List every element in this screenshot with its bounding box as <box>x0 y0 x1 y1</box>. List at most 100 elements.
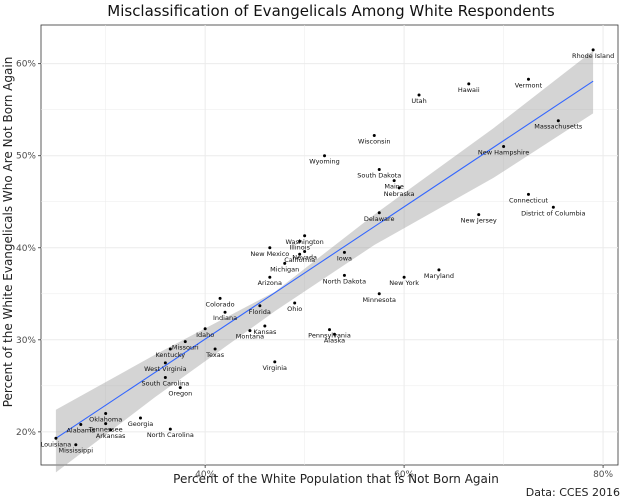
point-michigan <box>283 261 287 265</box>
label-new-york: New York <box>389 279 419 287</box>
plot-panel <box>40 24 619 466</box>
label-washington: Washington <box>286 238 324 246</box>
y-tick-label: 40% <box>16 244 36 254</box>
label-montana: Montana <box>236 333 264 341</box>
label-georgia: Georgia <box>128 420 154 428</box>
label-massachusetts: Massachusetts <box>534 123 583 131</box>
point-new-jersey <box>477 213 481 217</box>
y-tick-label: 60% <box>16 60 36 70</box>
trend-line <box>55 80 594 439</box>
y-tick-label: 30% <box>16 336 36 346</box>
label-maryland: Maryland <box>424 272 454 280</box>
label-florida: Florida <box>249 308 271 316</box>
y-tick-label: 50% <box>16 152 36 162</box>
point-wisconsin <box>372 133 376 137</box>
grid-lines <box>41 25 618 465</box>
label-arizona: Arizona <box>258 279 282 287</box>
label-south-carolina: South Carolina <box>142 380 190 388</box>
label-new-jersey: New Jersey <box>461 217 497 225</box>
point-illinois <box>298 239 302 243</box>
x-tick-label: 60% <box>394 470 414 480</box>
label-tennessee: Tennessee <box>88 426 123 434</box>
chart-title: Misclassification of Evangelicals Among … <box>107 2 555 20</box>
label-alaska: Alaska <box>324 336 345 344</box>
y-tick-label: 20% <box>16 428 36 438</box>
label-oregon: Oregon <box>168 390 192 398</box>
label-vermont: Vermont <box>515 81 543 89</box>
data-points <box>54 48 595 447</box>
label-wisconsin: Wisconsin <box>358 137 390 145</box>
point-louisiana <box>54 436 58 440</box>
point-north-carolina <box>168 427 172 431</box>
fit-line <box>55 80 594 439</box>
label-west-virginia: West Virginia <box>144 365 187 373</box>
x-axis-title: Percent of the White Population that is … <box>173 472 499 486</box>
label-new-hampshire: New Hampshire <box>478 149 529 157</box>
point-new-york <box>402 275 406 279</box>
point-maryland <box>437 268 441 272</box>
label-arkansas: Arkansas <box>96 432 126 440</box>
point-texas <box>213 347 217 351</box>
point-oklahoma <box>104 411 108 415</box>
point-washington <box>303 234 307 238</box>
label-south-dakota: South Dakota <box>357 172 401 180</box>
point-tennessee <box>104 422 108 426</box>
x-tick-label: 80% <box>593 470 613 480</box>
point-hawaii <box>467 82 471 86</box>
label-kansas: Kansas <box>253 328 277 336</box>
point-labels: Rhode Island Vermont Hawaii Utah Massachuset… <box>41 52 615 455</box>
label-rhode-island: Rhode Island <box>572 52 614 60</box>
x-tick-label: 40% <box>195 470 215 480</box>
point-vermont <box>526 77 530 81</box>
point-pennsylvania <box>328 328 331 332</box>
point-south-dakota <box>377 168 381 172</box>
point-new-mexico <box>268 246 272 250</box>
point-arkansas <box>109 428 113 432</box>
point-alabama <box>79 422 83 426</box>
point-indiana <box>223 310 227 314</box>
point-delaware <box>377 211 381 215</box>
label-nevada: Nevada <box>292 253 317 261</box>
label-kentucky: Kentucky <box>155 351 185 359</box>
label-delaware: Delaware <box>364 215 395 223</box>
point-rhode-island <box>591 48 595 52</box>
label-utah: Utah <box>411 97 426 105</box>
label-alabama: Alabama <box>66 426 95 434</box>
label-pennsylvania: Pennsylvania <box>308 332 351 340</box>
label-maine: Maine <box>384 183 404 191</box>
point-montana <box>248 329 252 333</box>
point-kentucky <box>168 347 172 351</box>
label-north-carolina: North Carolina <box>147 431 194 439</box>
point-ohio <box>293 301 297 305</box>
label-michigan: Michigan <box>270 265 299 273</box>
label-district-of-columbia: District of Columbia <box>521 209 585 217</box>
point-missouri <box>183 340 187 344</box>
label-mississippi: Mississippi <box>58 447 93 455</box>
label-nebraska: Nebraska <box>384 190 415 198</box>
confidence-band <box>55 50 594 473</box>
se-band <box>55 50 594 473</box>
y-axis-title: Percent of the White Evangelicals Who Ar… <box>1 57 15 408</box>
label-illinois: Illinois <box>289 243 310 251</box>
point-connecticut <box>526 192 530 196</box>
label-minnesota: Minnesota <box>362 296 396 304</box>
y-axis-ticks: 20% 30% 40% 50% 60% <box>16 60 41 438</box>
data-source-note: Data: CCES 2016 <box>526 486 620 499</box>
label-california: California <box>284 256 315 264</box>
point-district-of-columbia <box>551 205 555 209</box>
point-minnesota <box>377 292 381 296</box>
point-oregon <box>178 386 182 390</box>
point-alaska <box>332 332 336 336</box>
point-utah <box>417 93 421 97</box>
point-massachusetts <box>556 119 560 123</box>
point-maine <box>392 179 396 183</box>
label-oklahoma: Oklahoma <box>89 415 122 423</box>
label-new-mexico: New Mexico <box>250 250 289 258</box>
point-wyoming <box>323 154 327 158</box>
point-florida <box>258 304 262 308</box>
point-nevada <box>303 249 307 253</box>
point-idaho <box>203 327 207 331</box>
label-texas: Texas <box>205 351 225 359</box>
label-missouri: Missouri <box>172 344 199 352</box>
